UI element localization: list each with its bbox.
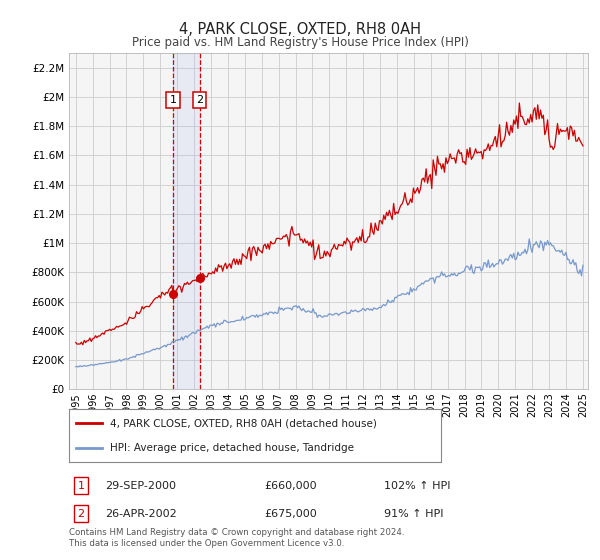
Text: Price paid vs. HM Land Registry's House Price Index (HPI): Price paid vs. HM Land Registry's House … — [131, 36, 469, 49]
Text: 102% ↑ HPI: 102% ↑ HPI — [384, 480, 451, 491]
Text: 2: 2 — [77, 508, 85, 519]
Text: 29-SEP-2000: 29-SEP-2000 — [105, 480, 176, 491]
Text: 4, PARK CLOSE, OXTED, RH8 0AH: 4, PARK CLOSE, OXTED, RH8 0AH — [179, 22, 421, 38]
Text: HPI: Average price, detached house, Tandridge: HPI: Average price, detached house, Tand… — [110, 442, 354, 452]
Text: 26-APR-2002: 26-APR-2002 — [105, 508, 177, 519]
Text: 2: 2 — [196, 95, 203, 105]
Text: £675,000: £675,000 — [264, 508, 317, 519]
Text: 91% ↑ HPI: 91% ↑ HPI — [384, 508, 443, 519]
Bar — [173, 53, 200, 389]
Text: £660,000: £660,000 — [264, 480, 317, 491]
Text: 1: 1 — [77, 480, 85, 491]
Text: 4, PARK CLOSE, OXTED, RH8 0AH (detached house): 4, PARK CLOSE, OXTED, RH8 0AH (detached … — [110, 418, 377, 428]
Text: Contains HM Land Registry data © Crown copyright and database right 2024.
This d: Contains HM Land Registry data © Crown c… — [69, 528, 404, 548]
Text: 1: 1 — [169, 95, 176, 105]
